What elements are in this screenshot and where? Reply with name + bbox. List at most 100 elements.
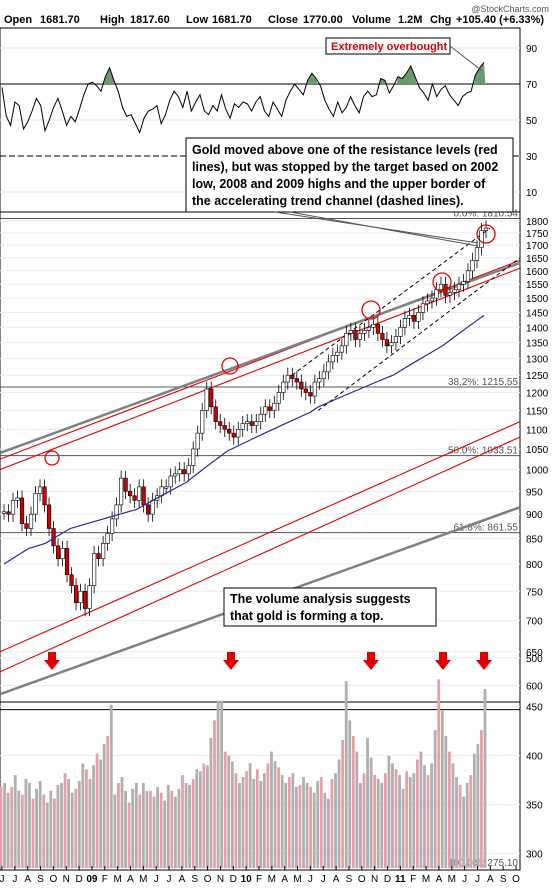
price-tick-label-1: 1750 — [526, 229, 549, 240]
volume-bar — [423, 765, 426, 868]
x-tick-label-32: F — [410, 874, 416, 885]
candle-body — [461, 281, 466, 285]
volume-bar — [302, 777, 305, 868]
volume-bar — [359, 782, 362, 868]
volume-bar — [3, 782, 6, 868]
x-tick-label-22: A — [281, 874, 288, 885]
x-tick-label-7: 09 — [86, 874, 98, 885]
volume-tick-label-3: 350 — [526, 800, 543, 811]
candle-body — [357, 333, 362, 340]
candle-body — [402, 318, 408, 328]
volume-bar — [35, 788, 38, 868]
candle-body — [317, 378, 322, 383]
price-tick-label-14: 1100 — [526, 425, 548, 436]
volume-bar — [106, 736, 110, 868]
candle-body — [254, 421, 259, 426]
high-circle-2011a — [432, 272, 452, 292]
x-tick-label-17: N — [217, 874, 224, 885]
volume-bar — [152, 796, 156, 868]
x-tick-label-2: A — [24, 874, 31, 885]
x-tick-label-3: S — [37, 874, 44, 885]
x-tick-label-8: F — [102, 874, 108, 885]
channel-line-0 — [291, 227, 491, 376]
volume-bar — [476, 743, 480, 868]
volume-bar — [433, 730, 437, 868]
volume-bar — [238, 782, 241, 868]
volume-bar — [430, 763, 434, 868]
volume-bar — [216, 700, 220, 868]
price-tick-label-22: 700 — [526, 616, 543, 627]
candle-body — [168, 475, 173, 488]
trend-line-0 — [0, 261, 521, 455]
volume-bar — [344, 681, 348, 868]
candle-body — [69, 574, 74, 586]
volume-bar — [42, 794, 46, 868]
volume-bar — [195, 769, 199, 868]
x-axis-layer: J J A S O N D 09 F M A M J J A S O N D 10 F M A M J J A S O N D 11 F M A M J… — [0, 866, 520, 885]
volume-bar — [141, 782, 145, 868]
candle-body — [348, 330, 353, 334]
x-tick-label-20: F — [256, 874, 262, 885]
candle-body — [425, 300, 430, 305]
candle-body — [321, 371, 326, 379]
volume-bar — [56, 784, 60, 868]
x-tick-label-11: M — [139, 874, 147, 885]
price-grid: 0.0%: 1810.54 38.2%: 1215.55 50.0%: 1033.5… — [0, 209, 520, 687]
volume-bar — [483, 689, 487, 868]
candle-body — [24, 523, 29, 529]
volume-bar — [127, 802, 131, 868]
x-tick-label-16: O — [204, 874, 212, 885]
candle-body — [339, 345, 344, 353]
volume-bar — [70, 792, 74, 868]
gold-note-line-3: low, 2008 and 2009 highs and the upper b… — [192, 177, 486, 191]
candle-body — [64, 548, 70, 575]
x-tick-label-36: J — [462, 874, 467, 885]
fib-label-0: 0.0%: 1810.54 — [454, 209, 519, 220]
price-tick-label-8: 1400 — [526, 323, 549, 334]
candle-body — [119, 477, 124, 506]
volume-bar — [316, 780, 320, 868]
price-tick-label-20: 800 — [526, 560, 543, 571]
candle-body — [110, 518, 115, 534]
candle-body — [267, 406, 272, 411]
candle-body — [380, 333, 385, 340]
candle-body — [150, 499, 155, 515]
candle-body — [474, 247, 480, 261]
candle-body — [465, 270, 471, 282]
candle-body — [73, 585, 79, 604]
volume-bar — [376, 779, 380, 868]
x-tick-label-9: M — [113, 874, 121, 885]
price-tick-label-0: 1800 — [526, 217, 549, 228]
candle-body — [123, 477, 128, 492]
volume-bar — [362, 773, 366, 868]
candle-body — [236, 428, 241, 438]
volume-bar — [131, 788, 135, 868]
volume-bar — [419, 751, 423, 868]
volume-bar — [188, 784, 192, 868]
x-tick-label-14: A — [179, 874, 186, 885]
candle-body — [200, 410, 205, 434]
volume-bar — [81, 763, 85, 868]
volume-bar — [28, 782, 31, 868]
high-circle-2010 — [361, 300, 381, 320]
volume-bar — [305, 782, 309, 868]
volume-tick-label-2: 400 — [526, 752, 543, 763]
volume-bar — [113, 794, 117, 868]
x-tick-label-6: D — [75, 874, 82, 885]
volume-bar — [45, 802, 49, 868]
volume-bar — [291, 773, 295, 868]
candle-body — [105, 533, 110, 544]
candle-body — [186, 465, 191, 475]
candle-body — [132, 495, 137, 501]
candle-layer — [1, 220, 489, 617]
overbought-label: Extremely overbought — [331, 41, 447, 53]
x-tick-label-15: S — [191, 874, 198, 885]
candle-body — [285, 374, 290, 383]
candle-body — [82, 590, 88, 609]
candle-body — [456, 283, 462, 291]
candle-body — [227, 428, 232, 434]
price-tick-label-17: 950 — [526, 487, 543, 498]
x-tick-label-31: 11 — [395, 874, 406, 885]
gold-note-line-4: the accelerating trend channel (dashed l… — [192, 194, 464, 208]
